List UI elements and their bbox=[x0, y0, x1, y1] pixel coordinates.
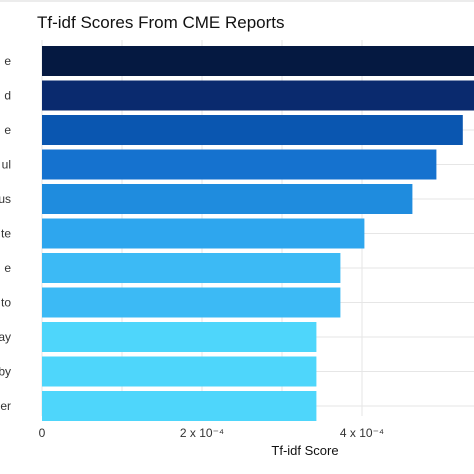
x-tick-label: 4 x 10⁻⁴ bbox=[340, 426, 384, 440]
category-label: e bbox=[4, 261, 11, 275]
x-axis-title: Tf-idf Score bbox=[271, 443, 338, 458]
bar bbox=[42, 149, 437, 180]
category-label: by bbox=[0, 365, 11, 379]
category-labels: e d e ul us te e to ay by er bbox=[0, 54, 11, 413]
bars bbox=[42, 46, 474, 421]
bar bbox=[42, 356, 317, 387]
x-tick-labels: 0 2 x 10⁻⁴ 4 x 10⁻⁴ bbox=[39, 426, 384, 440]
bar bbox=[42, 46, 474, 76]
category-label: te bbox=[1, 227, 11, 241]
bar bbox=[42, 80, 474, 111]
category-label: e bbox=[4, 54, 11, 68]
category-label: to bbox=[1, 296, 11, 310]
bar bbox=[42, 115, 463, 145]
category-label: e bbox=[4, 123, 11, 137]
category-label: us bbox=[0, 192, 11, 206]
category-label: ul bbox=[2, 158, 11, 172]
category-label: er bbox=[0, 399, 11, 413]
bar bbox=[42, 322, 317, 352]
category-label: d bbox=[4, 89, 11, 103]
x-tick-label: 0 bbox=[39, 426, 46, 440]
bar bbox=[42, 218, 365, 249]
bar bbox=[42, 391, 317, 421]
bar bbox=[42, 253, 341, 283]
bar bbox=[42, 287, 341, 318]
bar bbox=[42, 184, 413, 214]
category-label: ay bbox=[0, 330, 11, 344]
chart-title: Tf-idf Scores From CME Reports bbox=[37, 13, 285, 32]
x-tick-label: 2 x 10⁻⁴ bbox=[180, 426, 224, 440]
